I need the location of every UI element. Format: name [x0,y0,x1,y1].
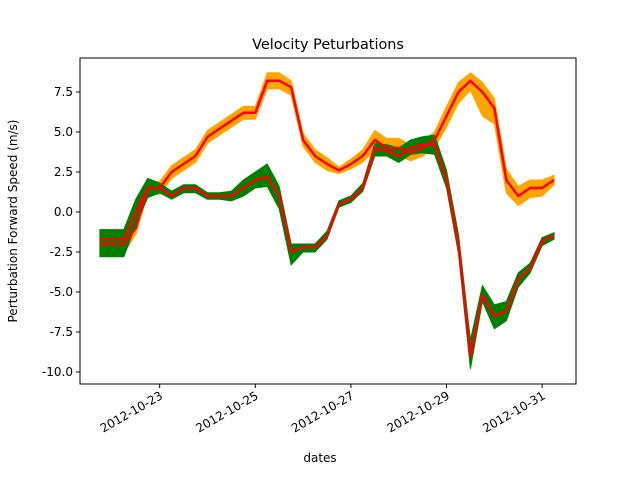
x-tick-label: 2012-10-27 [289,388,356,435]
x-tick-label: 2012-10-25 [193,388,260,435]
y-tick-label: -10.0 [42,365,73,379]
band [99,134,555,369]
x-axis-label: dates [303,451,336,465]
y-tick-label: -2.5 [50,245,73,259]
y-tick-label: 7.5 [54,85,73,99]
x-tick-label: 2012-10-31 [480,388,547,435]
y-tick-label: 0.0 [54,205,73,219]
line [99,143,555,358]
x-tick-label: 2012-10-23 [98,388,165,435]
plot-frame [79,57,577,385]
y-tick-label: 5.0 [54,125,73,139]
chart-title: Velocity Peturbations [252,37,404,53]
y-tick-label: -5.0 [50,285,73,299]
line [99,79,555,246]
y-tick-label: 2.5 [54,165,73,179]
y-axis-label: Perturbation Forward Speed (m/s) [6,120,20,323]
y-tick-label: -7.5 [50,325,73,339]
x-tick-label: 2012-10-29 [385,388,452,435]
